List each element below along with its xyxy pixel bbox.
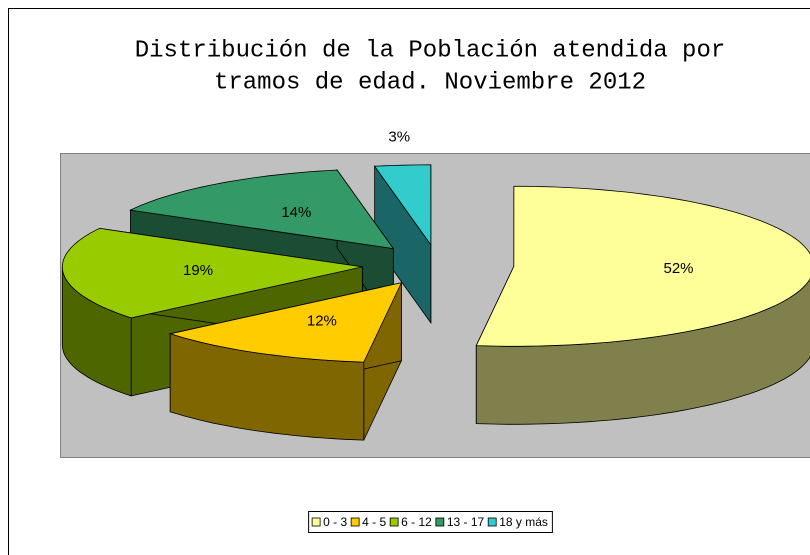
data-label: 3% — [388, 129, 410, 146]
legend-swatch — [487, 517, 497, 527]
legend-label: 18 y más — [499, 515, 548, 529]
chart-title: tramos de edad. Noviembre 2012 — [214, 69, 646, 96]
pie: 52% 12% 19% 14% 3% — [61, 129, 810, 441]
legend-swatch — [350, 517, 360, 527]
legend-swatch — [435, 517, 445, 527]
slice — [168, 282, 403, 363]
data-label: 14% — [281, 204, 311, 221]
chart-title: Distribución de la Población atendida po… — [135, 37, 726, 64]
slice — [373, 164, 432, 247]
legend-label: 4 - 5 — [362, 515, 386, 529]
legend-label: 6 - 12 — [401, 515, 432, 529]
data-label: 19% — [183, 262, 213, 279]
legend-box — [308, 511, 553, 533]
legend: 0 - 3 4 - 5 6 - 12 13 - 17 18 y más — [308, 511, 553, 533]
slice — [129, 169, 395, 250]
legend-label: 13 - 17 — [447, 515, 485, 529]
data-label: 12% — [307, 312, 337, 329]
slice — [475, 185, 810, 347]
legend-label: 0 - 3 — [323, 515, 347, 529]
data-label: 52% — [664, 260, 694, 277]
slice — [61, 227, 363, 319]
legend-swatch — [389, 517, 399, 527]
legend-swatch — [311, 517, 321, 527]
